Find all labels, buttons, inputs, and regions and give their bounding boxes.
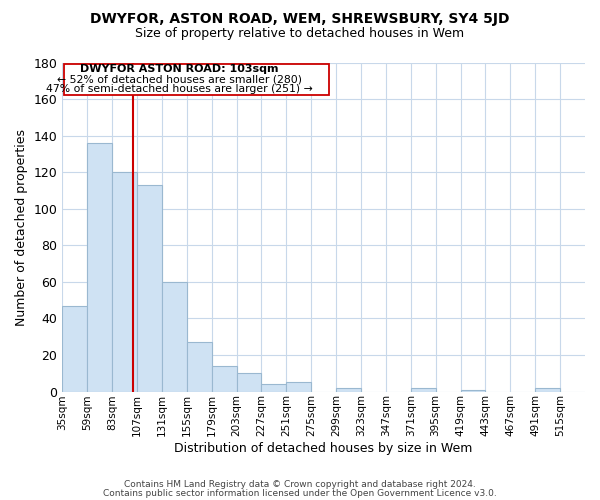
Text: Contains HM Land Registry data © Crown copyright and database right 2024.: Contains HM Land Registry data © Crown c…	[124, 480, 476, 489]
Text: 47% of semi-detached houses are larger (251) →: 47% of semi-detached houses are larger (…	[46, 84, 313, 94]
Bar	[62, 306, 87, 392]
Text: DWYFOR ASTON ROAD: 103sqm: DWYFOR ASTON ROAD: 103sqm	[80, 64, 279, 74]
Bar	[336, 388, 361, 392]
Bar	[112, 172, 137, 392]
Bar	[535, 388, 560, 392]
Bar	[262, 384, 286, 392]
Bar	[162, 282, 187, 392]
Bar	[212, 366, 236, 392]
Bar	[187, 342, 212, 392]
Bar	[137, 185, 162, 392]
Text: DWYFOR, ASTON ROAD, WEM, SHREWSBURY, SY4 5JD: DWYFOR, ASTON ROAD, WEM, SHREWSBURY, SY4…	[90, 12, 510, 26]
Bar	[286, 382, 311, 392]
FancyBboxPatch shape	[64, 64, 329, 96]
Bar	[461, 390, 485, 392]
X-axis label: Distribution of detached houses by size in Wem: Distribution of detached houses by size …	[175, 442, 473, 455]
Bar	[411, 388, 436, 392]
Bar	[87, 143, 112, 392]
Text: ← 52% of detached houses are smaller (280): ← 52% of detached houses are smaller (28…	[57, 74, 302, 85]
Bar	[236, 374, 262, 392]
Text: Size of property relative to detached houses in Wem: Size of property relative to detached ho…	[136, 28, 464, 40]
Text: Contains public sector information licensed under the Open Government Licence v3: Contains public sector information licen…	[103, 489, 497, 498]
Y-axis label: Number of detached properties: Number of detached properties	[15, 128, 28, 326]
